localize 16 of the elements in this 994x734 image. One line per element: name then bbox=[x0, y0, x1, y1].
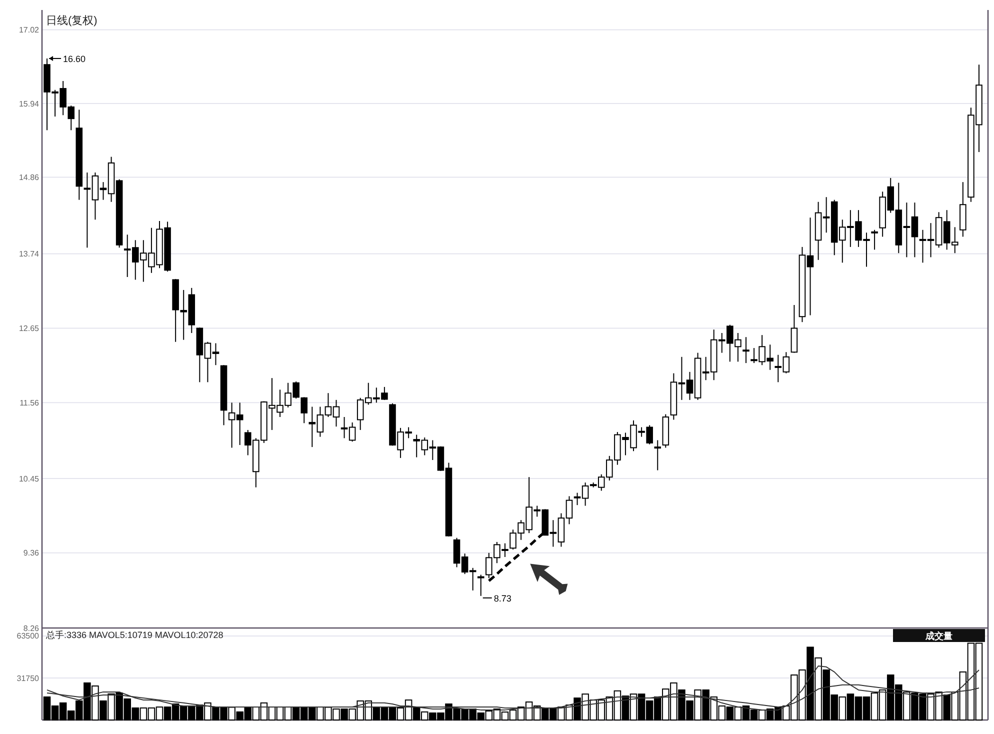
y-tick-label: 9.36 bbox=[23, 548, 40, 558]
y-tick-label: 12.65 bbox=[18, 324, 40, 334]
y-tick-label: 10.45 bbox=[18, 474, 40, 484]
annotation: 成交量 bbox=[924, 631, 952, 641]
annotation: 16.60 bbox=[63, 54, 86, 64]
chart-title: 总手:3336 MAVOL5:10719 MAVOL10:20728 bbox=[45, 630, 224, 640]
y-tick-label: 15.94 bbox=[18, 99, 40, 108]
annotation: 8.73 bbox=[494, 593, 512, 604]
y-tick-label: 17.02 bbox=[18, 26, 40, 35]
y-tick-label: 13.74 bbox=[18, 250, 40, 259]
y-tick-label: 8.26 bbox=[23, 624, 40, 633]
chart-title: 日线(复权) bbox=[46, 14, 98, 27]
y-tick-label: 11.56 bbox=[20, 398, 40, 408]
y-tick-label: 31750 bbox=[16, 674, 40, 683]
y-tick-label: 63500 bbox=[16, 632, 40, 641]
y-tick-label: 14.86 bbox=[18, 173, 40, 182]
